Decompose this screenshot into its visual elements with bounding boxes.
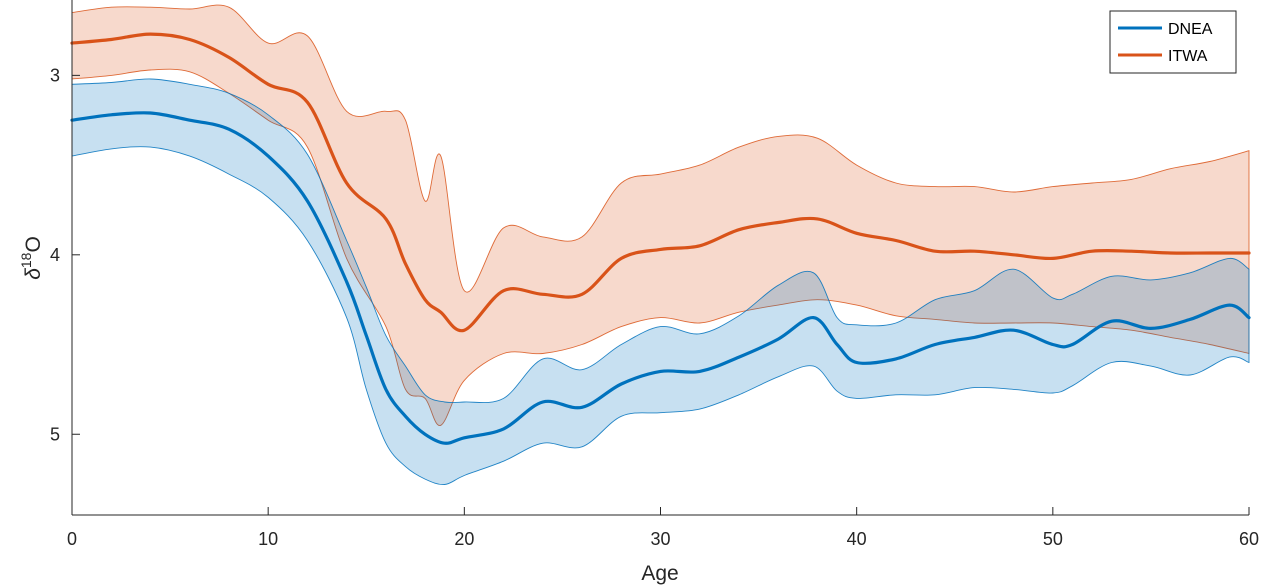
y-axis-title-sup: 18 bbox=[18, 252, 34, 268]
x-tick-label: 50 bbox=[1043, 529, 1063, 549]
confidence-bands bbox=[71, 4, 1250, 486]
y-ticks: 3 4 5 bbox=[50, 65, 80, 444]
mean-lines bbox=[70, 32, 1251, 445]
y-tick-label: 4 bbox=[50, 245, 60, 265]
x-ticks: 0 10 20 30 40 50 60 bbox=[67, 507, 1259, 549]
band-dnea bbox=[71, 78, 1250, 486]
y-axis-title: δ18O bbox=[18, 236, 45, 280]
band-itwa bbox=[71, 4, 1250, 426]
y-tick-label: 3 bbox=[50, 65, 60, 85]
y-tick-label: 5 bbox=[50, 424, 60, 444]
y-axis-title-tail: O bbox=[22, 236, 45, 252]
legend-label-itwa: ITWA bbox=[1168, 48, 1208, 65]
legend-box bbox=[1109, 10, 1237, 74]
legend-label-dnea: DNEA bbox=[1168, 21, 1213, 38]
y-axis-title-main: δ bbox=[22, 268, 45, 280]
legend: DNEA ITWA bbox=[1109, 10, 1237, 74]
x-tick-label: 10 bbox=[258, 529, 278, 549]
x-tick-label: 40 bbox=[847, 529, 867, 549]
x-axis-title: Age bbox=[641, 562, 678, 585]
line-itwa bbox=[70, 32, 1251, 333]
x-tick-label: 60 bbox=[1239, 529, 1259, 549]
x-tick-label: 0 bbox=[67, 529, 77, 549]
x-tick-label: 30 bbox=[650, 529, 670, 549]
x-tick-label: 20 bbox=[454, 529, 474, 549]
line-dnea bbox=[70, 111, 1251, 445]
